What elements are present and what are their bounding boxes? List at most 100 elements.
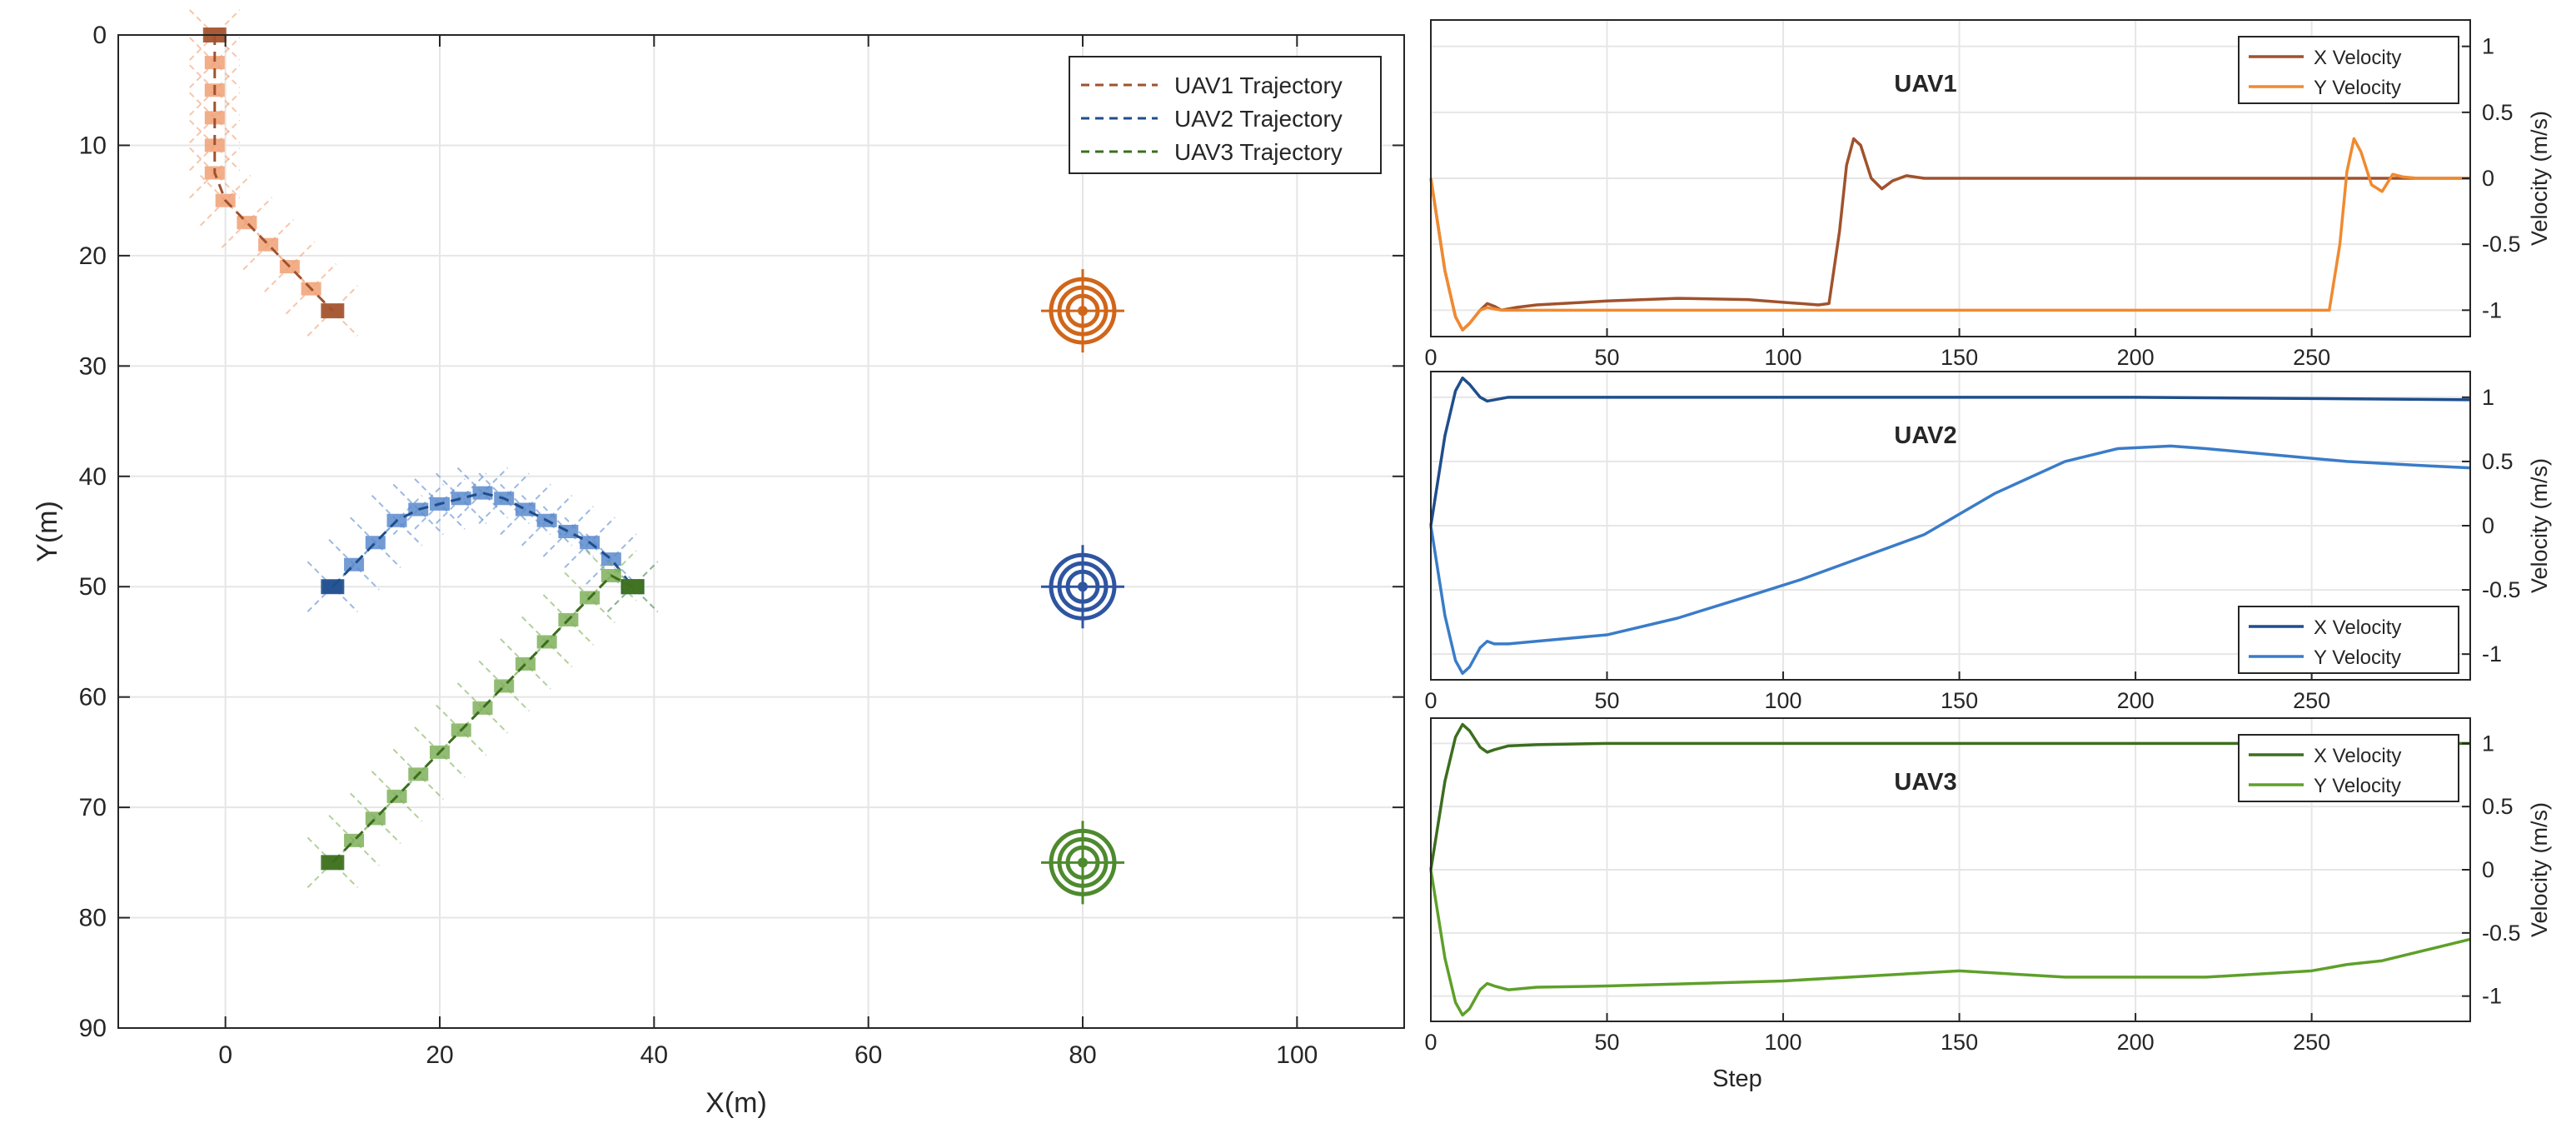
y-tick-label: 0 bbox=[2482, 166, 2494, 191]
series-line-y-velocity bbox=[1429, 137, 2470, 332]
x-tick-label: 0 bbox=[1424, 345, 1437, 370]
series-line-y-velocity bbox=[1429, 444, 2471, 676]
legend: X Velocity Y Velocity bbox=[2238, 606, 2459, 674]
x-tick-label: 200 bbox=[2117, 688, 2155, 713]
velocity-chart-uav2: 0 50 100 150 200 250 1 0.5 0 -0.5 -1 Velocity (m/s)… bbox=[1424, 371, 2552, 713]
x-axis-label: X(m) bbox=[705, 1087, 767, 1119]
legend-label: X Velocity bbox=[2314, 745, 2401, 767]
x-axis-label: Step bbox=[1712, 1066, 1762, 1092]
x-tick-label: 50 bbox=[1595, 1030, 1620, 1055]
subplot-title: UAV3 bbox=[1894, 769, 1956, 796]
x-tick-label: 200 bbox=[2117, 345, 2155, 370]
y-axis-label: Y(m) bbox=[32, 501, 63, 562]
y-tick-label: 70 bbox=[79, 794, 107, 821]
legend-label: Y Velocity bbox=[2314, 646, 2401, 669]
y-tick-label: 20 bbox=[79, 242, 107, 270]
x-tick-label: 150 bbox=[1941, 1030, 1978, 1055]
uav-marker bbox=[620, 579, 645, 595]
y-tick-label: 50 bbox=[79, 573, 107, 601]
y-tick-label: 1 bbox=[2482, 385, 2494, 410]
uav-mark bbox=[204, 56, 225, 70]
x-tick-label: 0 bbox=[1424, 688, 1437, 713]
y-tick-label: 10 bbox=[79, 132, 107, 159]
x-tick-label: 40 bbox=[640, 1041, 668, 1069]
target-2 bbox=[1041, 545, 1124, 629]
legend-label: Y Velocity bbox=[2314, 775, 2401, 797]
y-tick-label: 1 bbox=[2482, 34, 2494, 59]
y-tick-label: 60 bbox=[79, 684, 107, 711]
series-line-x-velocity bbox=[1429, 376, 2471, 527]
uav-mark bbox=[204, 138, 225, 152]
uav-mark bbox=[472, 486, 493, 500]
legend-box bbox=[2238, 606, 2459, 674]
series-line-x-velocity bbox=[1429, 722, 2470, 871]
x-tick-label: 200 bbox=[2117, 1030, 2155, 1055]
y-tick-label: 0.5 bbox=[2482, 449, 2514, 474]
y-tick-label: -0.5 bbox=[2482, 577, 2521, 602]
grid bbox=[118, 35, 1404, 1028]
x-tick-label: 250 bbox=[2293, 345, 2330, 370]
x-tick-label: 150 bbox=[1941, 345, 1978, 370]
legend: X Velocity Y Velocity bbox=[2238, 36, 2459, 104]
y-tick-label: -1 bbox=[2482, 297, 2502, 322]
x-tick-label: 0 bbox=[1424, 1030, 1437, 1055]
x-tick-label: 100 bbox=[1765, 345, 1802, 370]
x-tick-label: 80 bbox=[1069, 1041, 1096, 1069]
y-tick-label: 90 bbox=[79, 1015, 107, 1042]
y-tick-label: 0.5 bbox=[2482, 100, 2514, 125]
x-tick-label: 100 bbox=[1765, 688, 1802, 713]
trajectory-line bbox=[331, 492, 634, 588]
legend-label: UAV3 Trajectory bbox=[1174, 139, 1343, 165]
legend-label: X Velocity bbox=[2314, 47, 2401, 69]
start-marker bbox=[321, 579, 345, 595]
legend-label: UAV1 Trajectory bbox=[1174, 72, 1343, 98]
y-tick-label: 0 bbox=[92, 22, 107, 49]
x-tick-label: 50 bbox=[1595, 688, 1620, 713]
uav-mark bbox=[408, 502, 429, 517]
velocity-chart-uav1: 0 50 100 150 200 250 1 0.5 0 -0.5 -1 Velocity (m/s)… bbox=[1424, 19, 2552, 370]
y-tick-label: 1 bbox=[2482, 731, 2494, 756]
y-tick-label: -0.5 bbox=[2482, 232, 2521, 257]
y-axis-label: Velocity (m/s) bbox=[2527, 111, 2552, 246]
subplot-title: UAV1 bbox=[1894, 71, 1956, 97]
legend-label: UAV2 Trajectory bbox=[1174, 106, 1343, 132]
trajectory-line bbox=[331, 574, 634, 864]
y-tick-label: -0.5 bbox=[2482, 921, 2521, 946]
x-tick-label: 50 bbox=[1595, 345, 1620, 370]
target-1 bbox=[1041, 269, 1124, 353]
subplot-title: UAV2 bbox=[1894, 422, 1956, 449]
uav-mark bbox=[451, 492, 471, 506]
x-tick-label: 60 bbox=[855, 1041, 882, 1069]
legend-box bbox=[1069, 56, 1382, 174]
uav-mark bbox=[204, 111, 225, 125]
x-tick-label: 0 bbox=[218, 1041, 232, 1069]
x-tick-label: 100 bbox=[1276, 1041, 1318, 1069]
y-tick-label: -1 bbox=[2482, 641, 2502, 666]
trajectory-3 bbox=[306, 550, 659, 889]
series-line-x-velocity bbox=[1429, 137, 2470, 332]
x-tick-label: 150 bbox=[1941, 688, 1978, 713]
plot-frame bbox=[117, 34, 1405, 1029]
velocity-chart-uav3: 0 50 100 150 200 250 1 0.5 0 -0.5 -1 Velocity (m/s)… bbox=[1424, 717, 2552, 1092]
legend-box bbox=[2238, 734, 2459, 802]
legend-label: X Velocity bbox=[2314, 616, 2401, 639]
y-axis-label: Velocity (m/s) bbox=[2527, 458, 2552, 593]
y-tick-label: 0.5 bbox=[2482, 794, 2514, 819]
target-3 bbox=[1041, 821, 1124, 905]
x-tick-label: 250 bbox=[2293, 688, 2330, 713]
trajectory-2 bbox=[306, 467, 659, 612]
x-tick-label: 100 bbox=[1765, 1030, 1802, 1055]
uav-marker bbox=[321, 303, 345, 319]
y-tick-label: -1 bbox=[2482, 984, 2502, 1009]
legend: X Velocity Y Velocity bbox=[2238, 734, 2459, 802]
legend-label: Y Velocity bbox=[2314, 77, 2401, 99]
y-tick-label: 0 bbox=[2482, 857, 2494, 882]
trajectory-1 bbox=[189, 9, 359, 337]
start-marker bbox=[321, 855, 345, 871]
y-axis-label: Velocity (m/s) bbox=[2527, 802, 2552, 937]
y-tick-label: 30 bbox=[79, 352, 107, 380]
legend: UAV1 Trajectory UAV2 Trajectory UAV3 Traje… bbox=[1069, 56, 1382, 174]
series-line-y-velocity bbox=[1429, 869, 2471, 1017]
x-tick-label: 250 bbox=[2293, 1030, 2330, 1055]
